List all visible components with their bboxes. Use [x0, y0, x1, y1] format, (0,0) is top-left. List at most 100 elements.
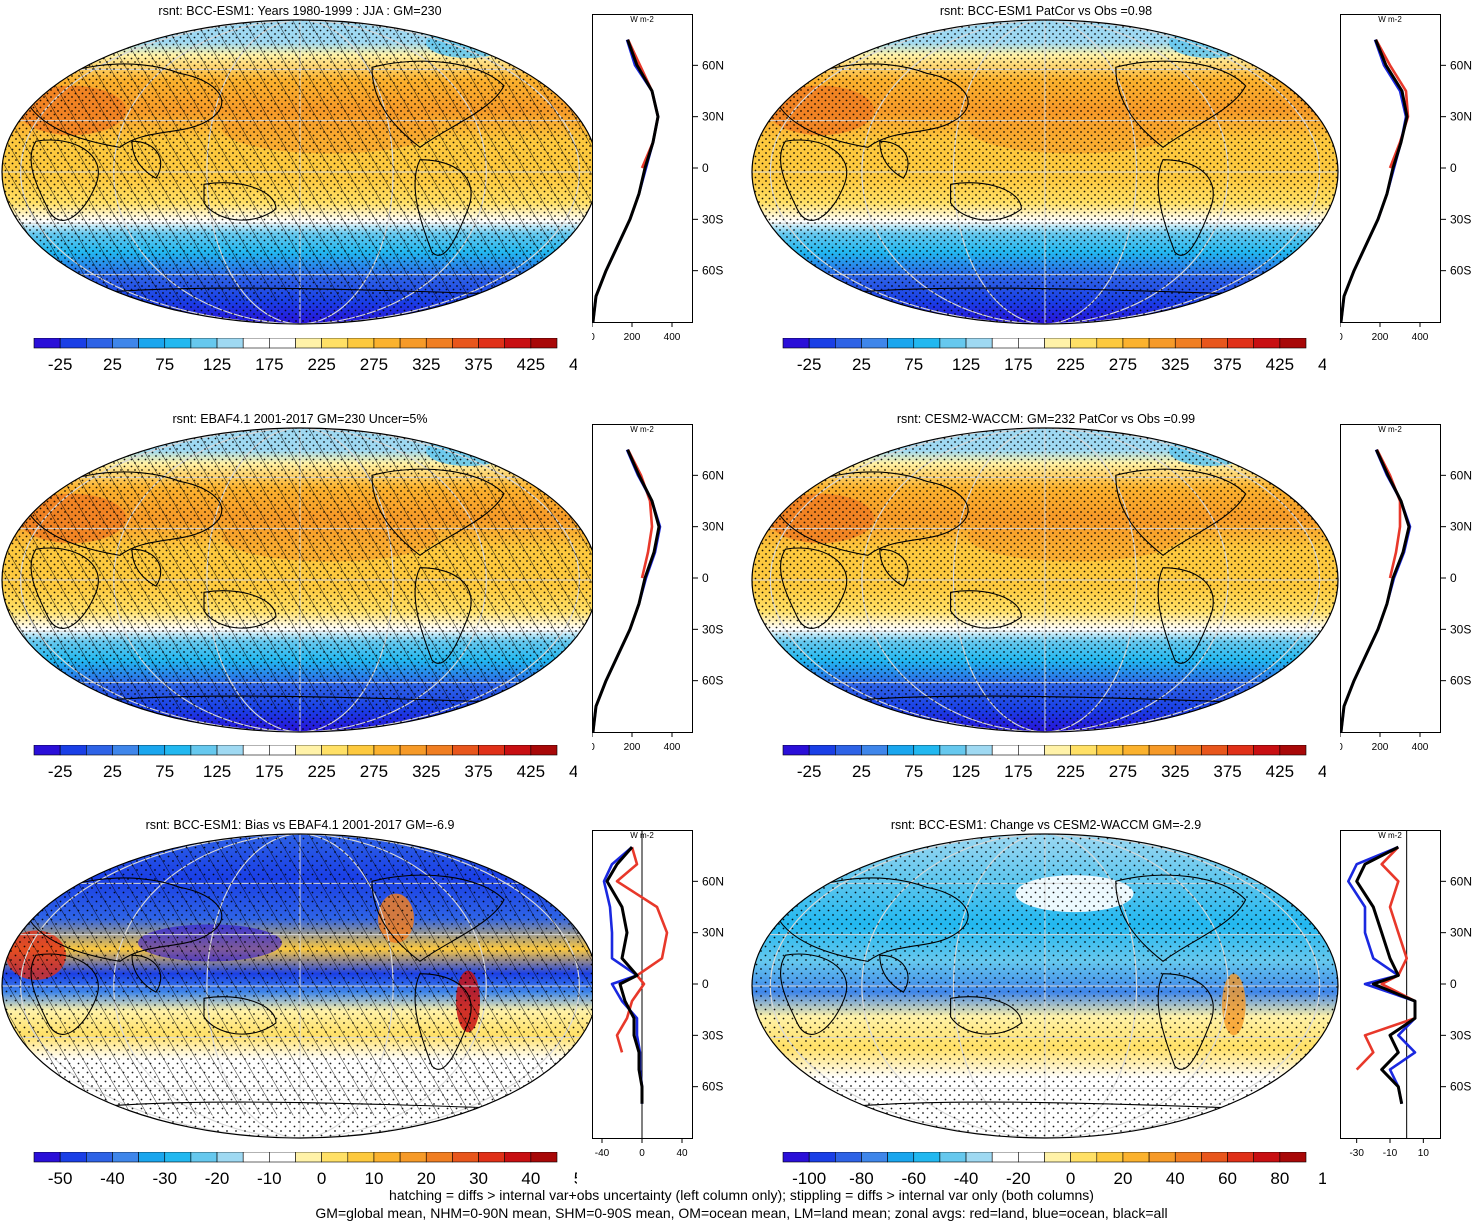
panel-title-p4: rsnt: CESM2-WACCM: GM=232 PatCor vs Obs … [896, 412, 1196, 426]
colorbar-swatch [112, 1152, 139, 1163]
lat-label: 60S [1450, 1080, 1471, 1094]
colorbar-swatch [373, 338, 401, 349]
colorbar-label: 30 [469, 1169, 488, 1188]
colorbar-swatch [478, 1152, 505, 1163]
colorbar-swatch [887, 1152, 915, 1163]
colorbar-swatch [1070, 338, 1098, 349]
colorbar-label: -40 [954, 1169, 979, 1188]
zonal-profile-p4: W m-2 60N 30N 0 30S 60S 0 200 400 [1340, 424, 1472, 753]
profile-line-all [592, 39, 660, 323]
colorbar-swatch [782, 745, 810, 756]
colorbar-swatch [112, 338, 139, 349]
colorbar-swatch [112, 745, 139, 756]
colorbar-label: 60 [1218, 1169, 1237, 1188]
colorbar-swatch [991, 1152, 1019, 1163]
lat-label: 60S [1450, 674, 1471, 688]
lat-label: 60S [1450, 264, 1471, 278]
colorbar-swatch [530, 1152, 558, 1163]
colorbar-swatch [347, 338, 375, 349]
profile-xtick: 0 [592, 332, 595, 343]
colorbar-swatch [861, 745, 888, 756]
colorbar-swatch [1122, 338, 1150, 349]
lat-label: 30S [1450, 622, 1471, 636]
colorbar-label: 375 [1213, 355, 1241, 374]
profile-line-ocean [1347, 845, 1417, 1105]
colorbar-swatch [504, 1152, 532, 1163]
colorbar-label: -80 [849, 1169, 874, 1188]
lat-label: 60S [702, 674, 723, 688]
colorbar-swatch [991, 745, 1019, 756]
colorbar-swatch [835, 745, 862, 756]
map-p3 [1, 427, 599, 733]
colorbar-label: 475 [1318, 762, 1326, 781]
panel-title-p5: rsnt: BCC-ESM1: Bias vs EBAF4.1 2001-201… [145, 818, 455, 832]
colorbar-swatch [1279, 338, 1307, 349]
colorbar-label: 175 [255, 762, 283, 781]
colorbar-swatch [86, 338, 113, 349]
colorbar-swatch [1122, 745, 1150, 756]
profile-xtick: 10 [1418, 1148, 1430, 1159]
colorbar-swatch [887, 338, 915, 349]
colorbar-swatch [1148, 1152, 1176, 1163]
profile-line-land [615, 846, 669, 1053]
colorbar-label: 375 [464, 762, 492, 781]
colorbar-p2: -25 25 75 125 175 225 275 325 375 425 475 [782, 338, 1326, 374]
colorbar-swatch [59, 1152, 87, 1163]
colorbar-swatch [164, 1152, 192, 1163]
colorbar-label: -25 [48, 355, 73, 374]
colorbar-swatch [1174, 1152, 1202, 1163]
colorbar-swatch [808, 1152, 836, 1163]
footnote-line-2: GM=global mean, NHM=0-90N mean, SHM=0-90… [315, 1205, 1168, 1221]
colorbar-label: 175 [1004, 355, 1032, 374]
map-p1 [1, 19, 599, 325]
colorbar-swatch [164, 338, 192, 349]
colorbar-p1: -25 25 75 125 175 225 275 325 375 425 475 [33, 338, 577, 374]
colorbar-swatch [425, 1152, 453, 1163]
profile-xtick: 0 [639, 1148, 645, 1159]
colorbar-swatch [373, 1152, 401, 1163]
profile-xtick: 0 [592, 742, 595, 753]
colorbar-label: 100 [1318, 1169, 1326, 1188]
colorbar-swatch [1096, 338, 1124, 349]
lat-label: 30S [1450, 212, 1471, 226]
colorbar-swatch [33, 745, 61, 756]
colorbar-label: 75 [904, 355, 923, 374]
map-p6 [751, 833, 1339, 1139]
colorbar-label: 50 [574, 1169, 577, 1188]
colorbar-swatch [347, 745, 375, 756]
lat-label: 60S [702, 1080, 723, 1094]
colorbar-swatch [835, 338, 862, 349]
colorbar-swatch [373, 745, 401, 756]
colorbar-swatch [425, 338, 453, 349]
lat-label: 0 [702, 571, 709, 585]
profile-unit: W m-2 [1378, 15, 1402, 24]
colorbar-swatch [1201, 745, 1228, 756]
colorbar-label: 275 [360, 762, 388, 781]
colorbar-label: 75 [904, 762, 923, 781]
colorbar-swatch [452, 745, 479, 756]
colorbar-swatch [242, 1152, 270, 1163]
colorbar-label: 325 [1161, 355, 1189, 374]
colorbar-swatch [965, 1152, 993, 1163]
colorbar-label: 475 [1318, 355, 1326, 374]
colorbar-swatch [295, 338, 322, 349]
colorbar-swatch [913, 1152, 941, 1163]
colorbar-label: 225 [1056, 762, 1084, 781]
lat-label: 30N [702, 926, 724, 940]
colorbar-swatch [808, 338, 836, 349]
colorbar-label: 75 [155, 762, 174, 781]
colorbar-swatch [216, 745, 244, 756]
colorbar-label: -30 [152, 1169, 177, 1188]
colorbar-swatch [321, 1152, 349, 1163]
colorbar-label: -25 [797, 355, 822, 374]
profile-line-all [1340, 39, 1409, 323]
colorbar-swatch [1279, 745, 1307, 756]
panel-title-p3: rsnt: EBAF4.1 2001-2017 GM=230 Uncer=5% [172, 412, 428, 426]
colorbar-swatch [887, 745, 915, 756]
profile-xtick: 200 [1372, 742, 1389, 753]
colorbar-label: 0 [1066, 1169, 1075, 1188]
colorbar-swatch [782, 1152, 810, 1163]
colorbar-swatch [1148, 338, 1176, 349]
profile-line-all [1355, 845, 1417, 1105]
colorbar-label: 25 [852, 762, 871, 781]
